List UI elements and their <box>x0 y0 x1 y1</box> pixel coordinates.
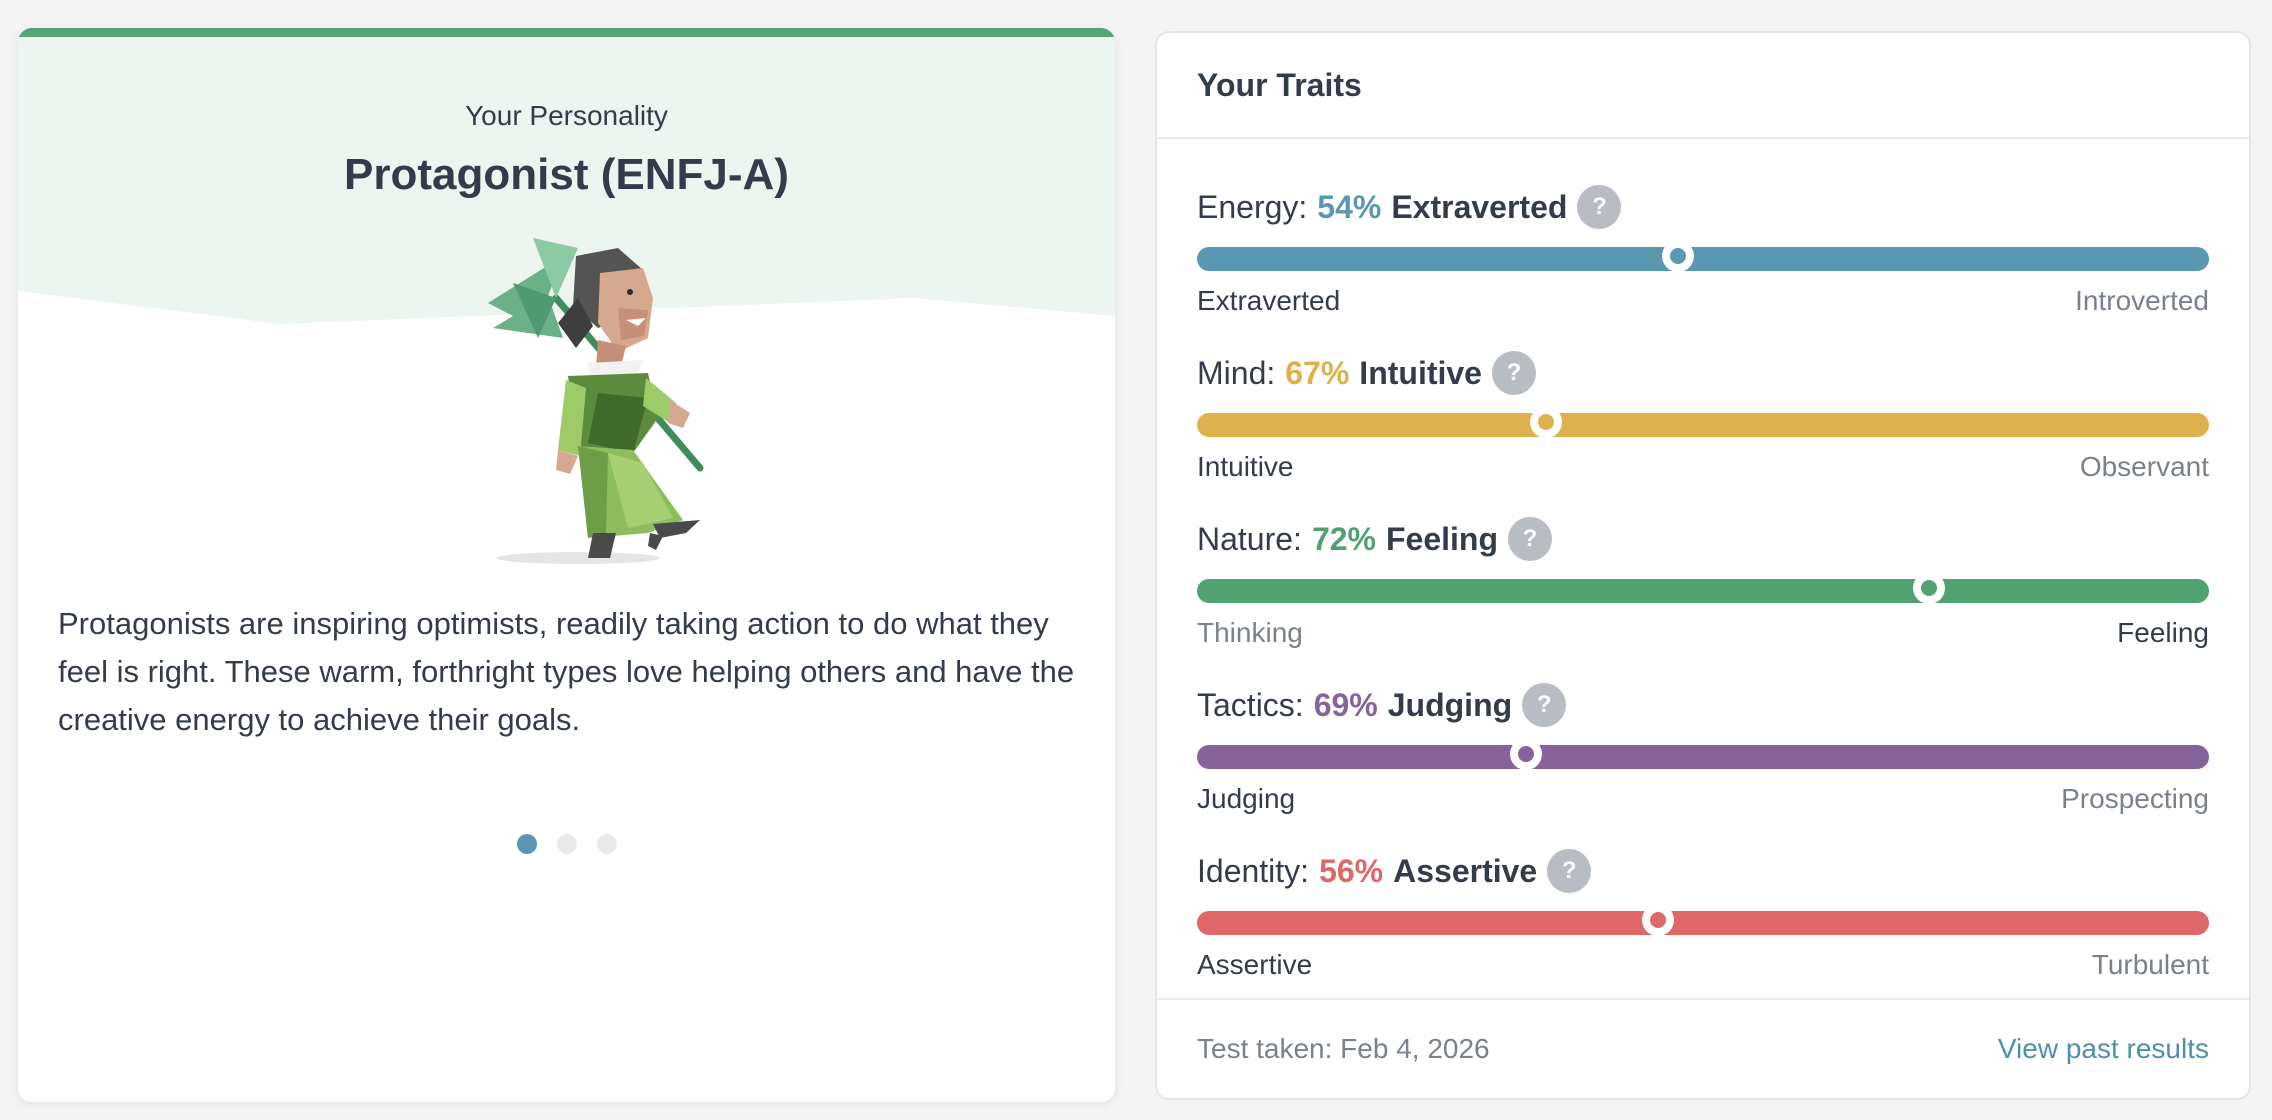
trait-bar <box>1197 904 2209 936</box>
trait-label: Energy: <box>1197 188 1308 225</box>
trait-bar <box>1197 572 2209 604</box>
trait-left-label: Assertive <box>1197 949 1313 980</box>
test-taken-date: Test taken: Feb 4, 2026 <box>1197 1033 1490 1064</box>
trait-left-label: Extraverted <box>1197 285 1341 316</box>
trait-left-label: Intuitive <box>1197 451 1294 482</box>
personality-description: Protagonists are inspiring optimists, re… <box>58 606 1075 737</box>
carousel-dot-2[interactable] <box>556 834 577 854</box>
trait-name: Intuitive <box>1359 354 1482 391</box>
trait-marker <box>1642 904 1675 936</box>
protagonist-illustration <box>488 238 704 564</box>
trait-energy: Energy: 54% Extraverted ? Extraverted In… <box>1197 183 2209 317</box>
carousel-dot-3[interactable] <box>596 834 617 854</box>
carousel-dot-1[interactable] <box>516 834 537 854</box>
traits-header: Your Traits <box>1157 33 2249 139</box>
question-circle-icon[interactable]: ? <box>1522 683 1567 727</box>
personality-type-title: Protagonist (ENFJ-A) <box>344 150 789 199</box>
trait-name: Feeling <box>1385 520 1498 557</box>
carousel-indicators <box>18 834 1115 854</box>
trait-bar <box>1197 240 2209 272</box>
traits-footer: Test taken: Feb 4, 2026 View past result… <box>1157 998 2249 1098</box>
trait-label: Mind: <box>1197 354 1276 391</box>
trait-marker <box>1912 572 1945 604</box>
traits-card: Your Traits Energy: 54% Extraverted ? Ex… <box>1155 31 2251 1100</box>
trait-percent: 72% <box>1311 520 1376 557</box>
question-circle-icon[interactable]: ? <box>1577 185 1622 229</box>
trait-right-label: Turbulent <box>2091 949 2209 980</box>
trait-name: Judging <box>1387 686 1513 723</box>
traits-title: Your Traits <box>1197 66 1362 103</box>
personality-card: Your Personality Protagonist (ENFJ-A) <box>18 28 1115 1102</box>
trait-identity: Identity: 56% Assertive ? Assertive Turb… <box>1197 847 2209 981</box>
trait-right-label: Prospecting <box>2061 783 2209 814</box>
trait-marker <box>1530 406 1563 438</box>
view-past-results-link[interactable]: View past results <box>1997 1033 2209 1064</box>
trait-mind: Mind: 67% Intuitive ? Intuitive Observan… <box>1197 349 2209 483</box>
trait-tactics: Tactics: 69% Judging ? Judging Prospecti… <box>1197 681 2209 815</box>
trait-left-label: Thinking <box>1197 617 1303 648</box>
trait-right-label: Feeling <box>2117 617 2209 648</box>
trait-label: Nature: <box>1197 520 1302 557</box>
trait-label: Tactics: <box>1197 686 1304 723</box>
trait-right-label: Observant <box>2079 451 2209 482</box>
trait-name: Assertive <box>1393 852 1538 889</box>
question-circle-icon[interactable]: ? <box>1547 849 1592 893</box>
trait-marker <box>1661 240 1694 272</box>
trait-bar <box>1197 738 2209 770</box>
personality-subtitle: Your Personality <box>465 100 668 131</box>
trait-percent: 67% <box>1285 354 1350 391</box>
trait-right-label: Introverted <box>2075 285 2209 316</box>
trait-left-label: Judging <box>1197 783 1296 814</box>
trait-label: Identity: <box>1197 852 1310 889</box>
question-circle-icon[interactable]: ? <box>1508 517 1552 561</box>
trait-percent: 54% <box>1317 188 1382 225</box>
trait-nature: Nature: 72% Feeling ? Thinking Feeling <box>1197 515 2209 649</box>
trait-bar <box>1197 406 2209 438</box>
trait-percent: 69% <box>1313 686 1378 723</box>
trait-name: Extraverted <box>1391 188 1568 225</box>
question-circle-icon[interactable]: ? <box>1491 351 1536 395</box>
trait-marker <box>1509 738 1542 770</box>
trait-percent: 56% <box>1319 852 1384 889</box>
card-accent-bar <box>18 28 1115 37</box>
hero-background <box>18 28 1115 324</box>
